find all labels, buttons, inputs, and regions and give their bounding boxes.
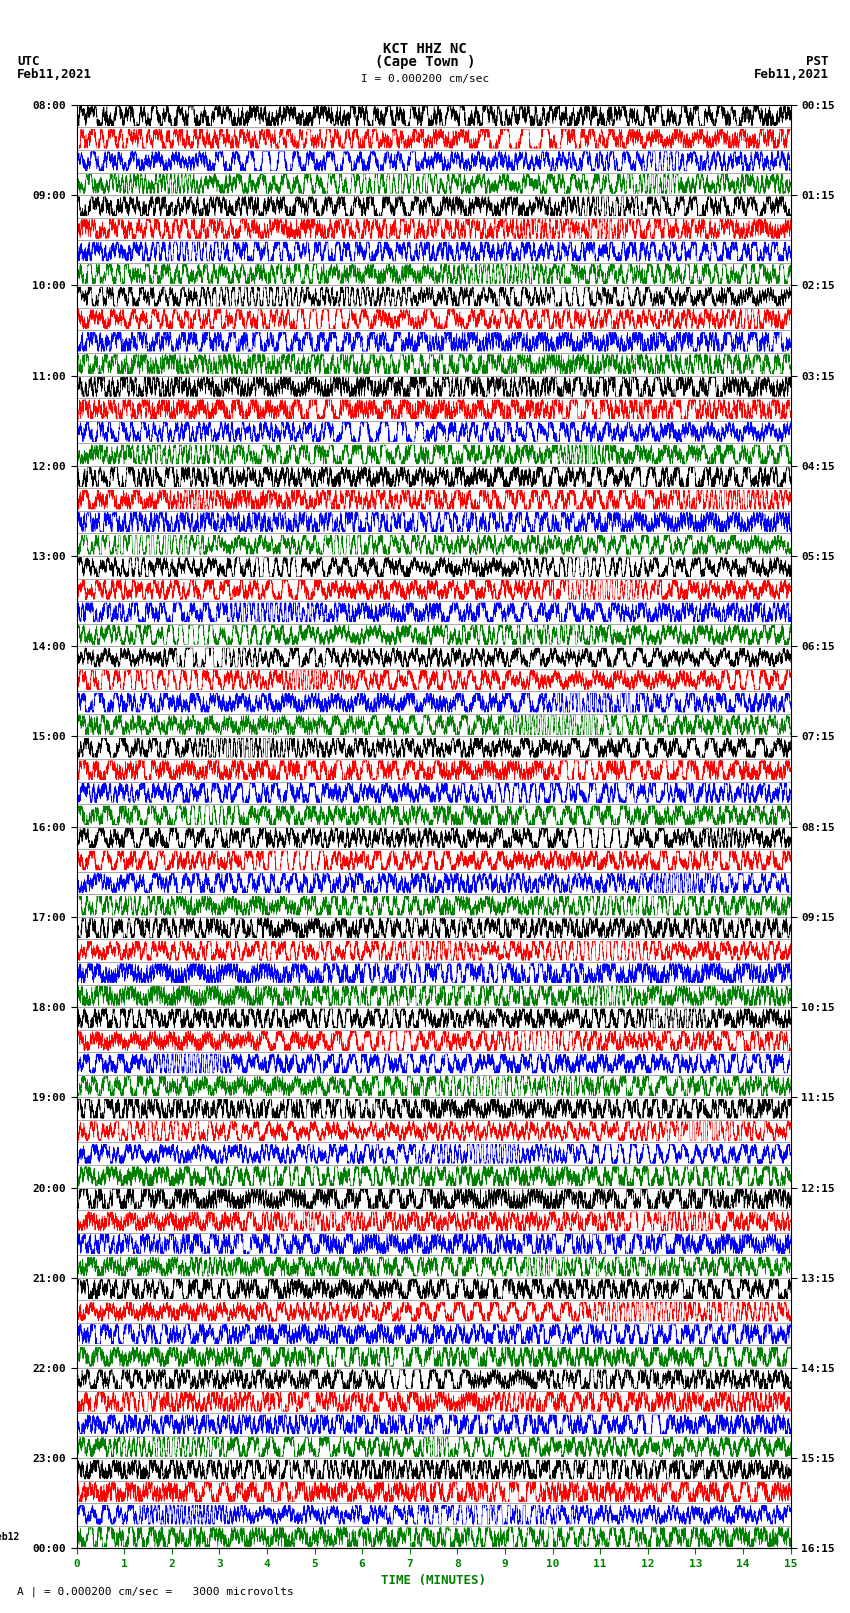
- Text: Feb11,2021: Feb11,2021: [17, 68, 92, 81]
- Text: KCT HHZ NC: KCT HHZ NC: [383, 42, 467, 56]
- Text: PST: PST: [807, 55, 829, 68]
- Text: Feb11,2021: Feb11,2021: [754, 68, 829, 81]
- Text: I = 0.000200 cm/sec: I = 0.000200 cm/sec: [361, 74, 489, 84]
- Text: A | = 0.000200 cm/sec =   3000 microvolts: A | = 0.000200 cm/sec = 3000 microvolts: [17, 1586, 294, 1597]
- Text: UTC: UTC: [17, 55, 39, 68]
- Text: (Cape Town ): (Cape Town ): [375, 55, 475, 69]
- X-axis label: TIME (MINUTES): TIME (MINUTES): [381, 1574, 486, 1587]
- Text: Feb12: Feb12: [0, 1532, 20, 1542]
